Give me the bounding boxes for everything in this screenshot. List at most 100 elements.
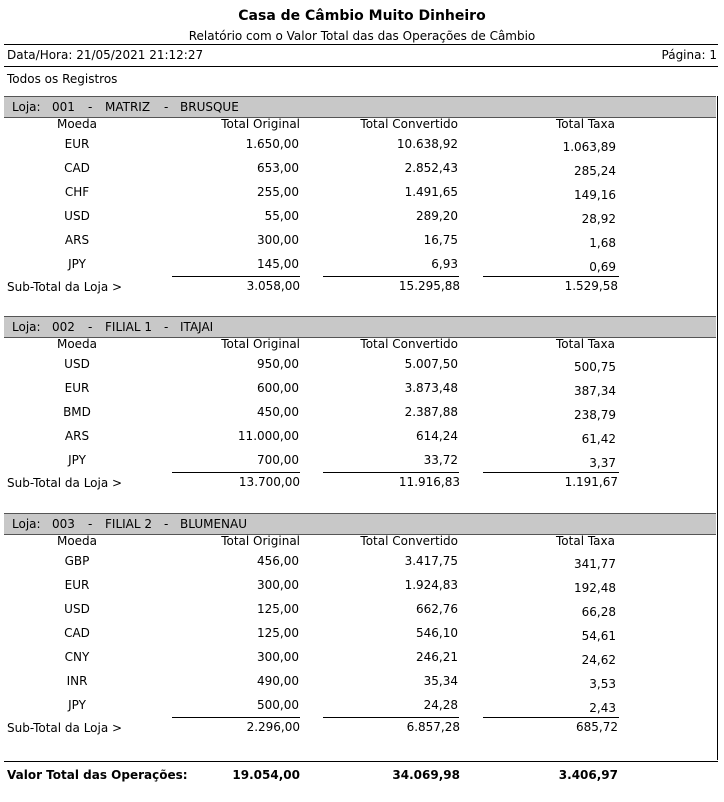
column-header-total-taxa: Total Taxa — [556, 337, 615, 351]
cell-total-convertido: 33,72 — [423, 453, 458, 467]
date-label: Data/Hora: — [7, 48, 73, 62]
cell-moeda: EUR — [64, 578, 90, 592]
cell-moeda: JPY — [68, 257, 86, 271]
cell-total-convertido: 3.873,48 — [404, 381, 458, 395]
column-header-total-taxa: Total Taxa — [556, 117, 615, 131]
subtotal-taxa: 1.191,67 — [564, 475, 618, 489]
cell-total-convertido: 6,93 — [431, 257, 458, 271]
cell-total-convertido: 662,76 — [416, 602, 458, 616]
cell-total-taxa: 66,28 — [581, 605, 616, 619]
cell-total-convertido: 24,28 — [423, 698, 458, 712]
subtotal-convertido: 15.295,88 — [398, 279, 460, 293]
subtotal-taxa: 1.529,58 — [564, 279, 618, 293]
cell-moeda: CNY — [64, 650, 90, 664]
store-dash: - — [164, 100, 169, 114]
filter-label: Todos os Registros — [7, 72, 118, 86]
cell-total-original: 500,00 — [257, 698, 299, 712]
cell-total-taxa: 285,24 — [574, 164, 616, 178]
cell-total-taxa: 0,69 — [589, 260, 616, 274]
subtotal-original: 3.058,00 — [246, 279, 300, 293]
header-divider — [4, 44, 718, 45]
report-title: Casa de Câmbio Muito Dinheiro — [238, 8, 486, 24]
subtotal-original: 2.296,00 — [246, 720, 300, 734]
subtotal-underline-taxa — [483, 276, 619, 277]
page-number: Página: 1 — [662, 48, 717, 62]
cell-total-original: 490,00 — [257, 674, 299, 688]
cell-total-taxa: 24,62 — [581, 653, 616, 667]
cell-total-original: 1.650,00 — [245, 137, 299, 151]
cell-total-taxa: 54,61 — [581, 629, 616, 643]
store-dash: - — [88, 100, 93, 114]
section-right-border — [717, 513, 718, 760]
date-time: Data/Hora: 21/05/2021 21:12:27 — [7, 48, 203, 62]
store-header-bar: Loja: 001- MATRIZ - BRUSQUE — [4, 96, 716, 118]
cell-moeda: USD — [64, 209, 90, 223]
cell-total-taxa: 192,48 — [574, 581, 616, 595]
cell-total-convertido: 1.491,65 — [404, 185, 458, 199]
store-name: FILIAL 1 — [105, 320, 153, 334]
cell-total-taxa: 61,42 — [581, 432, 616, 446]
cell-total-convertido: 2.387,88 — [404, 405, 458, 419]
cell-total-convertido: 5.007,50 — [404, 357, 458, 371]
cell-moeda: CAD — [64, 626, 90, 640]
cell-moeda: ARS — [64, 233, 90, 247]
grand-total-taxa: 3.406,97 — [558, 768, 618, 782]
subtotal-label: Sub-Total da Loja > — [7, 476, 123, 490]
cell-total-original: 55,00 — [264, 209, 299, 223]
column-header-moeda: Moeda — [56, 117, 98, 131]
column-header-total-original: Total Original — [221, 117, 300, 131]
cell-total-original: 300,00 — [257, 578, 299, 592]
column-header-total-convertido: Total Convertido — [360, 117, 458, 131]
store-city: BLUMENAU — [180, 517, 248, 531]
cell-total-taxa: 3,37 — [589, 456, 616, 470]
cell-total-convertido: 1.924,83 — [404, 578, 458, 592]
cell-total-original: 950,00 — [257, 357, 299, 371]
section-right-border — [717, 316, 718, 513]
subtotal-label: Sub-Total da Loja > — [7, 280, 123, 294]
cell-moeda: CAD — [64, 161, 90, 175]
date-value: 21/05/2021 21:12:27 — [76, 48, 204, 62]
store-code: 003 — [52, 517, 75, 531]
cell-total-convertido: 3.417,75 — [404, 554, 458, 568]
cell-moeda: JPY — [68, 453, 86, 467]
column-header-moeda: Moeda — [56, 337, 98, 351]
grand-total-convertido: 34.069,98 — [392, 768, 460, 782]
subtotal-label: Sub-Total da Loja > — [7, 721, 123, 735]
column-header-total-original: Total Original — [221, 534, 300, 548]
cell-total-convertido: 546,10 — [416, 626, 458, 640]
cell-total-taxa: 28,92 — [581, 212, 616, 226]
subtotal-underline-convertido — [323, 717, 459, 718]
cell-total-taxa: 341,77 — [574, 557, 616, 571]
grand-total-original: 19.054,00 — [232, 768, 300, 782]
subtotal-convertido: 11.916,83 — [398, 475, 460, 489]
cell-total-taxa: 3,53 — [589, 677, 616, 691]
cell-total-original: 125,00 — [257, 626, 299, 640]
cell-total-convertido: 2.852,43 — [404, 161, 458, 175]
subtotal-underline-original — [172, 717, 300, 718]
cell-total-convertido: 246,21 — [416, 650, 458, 664]
cell-moeda: EUR — [64, 137, 90, 151]
cell-total-taxa: 1.063,89 — [562, 140, 616, 154]
cell-total-taxa: 1,68 — [589, 236, 616, 250]
cell-moeda: USD — [64, 602, 90, 616]
cell-total-convertido: 614,24 — [416, 429, 458, 443]
column-header-total-convertido: Total Convertido — [360, 337, 458, 351]
cell-total-taxa: 500,75 — [574, 360, 616, 374]
cell-total-original: 300,00 — [257, 650, 299, 664]
store-dash: - — [164, 517, 169, 531]
grand-total-label: Valor Total das Operações: — [7, 768, 188, 782]
subtotal-taxa: 685,72 — [576, 720, 618, 734]
page-label: Página: — [661, 48, 706, 62]
cell-total-original: 600,00 — [257, 381, 299, 395]
store-city: ITAJAI — [180, 320, 214, 334]
cell-total-original: 700,00 — [257, 453, 299, 467]
subtotal-underline-taxa — [483, 717, 619, 718]
store-header-bar: Loja: 002- FILIAL 1- ITAJAI — [4, 316, 716, 338]
subtotal-underline-convertido — [323, 276, 459, 277]
subtotal-underline-original — [172, 472, 300, 473]
page-value: 1 — [709, 48, 717, 62]
cell-total-original: 450,00 — [257, 405, 299, 419]
section-right-border — [717, 96, 718, 316]
cell-moeda: INR — [66, 674, 88, 688]
cell-total-convertido: 10.638,92 — [396, 137, 458, 151]
